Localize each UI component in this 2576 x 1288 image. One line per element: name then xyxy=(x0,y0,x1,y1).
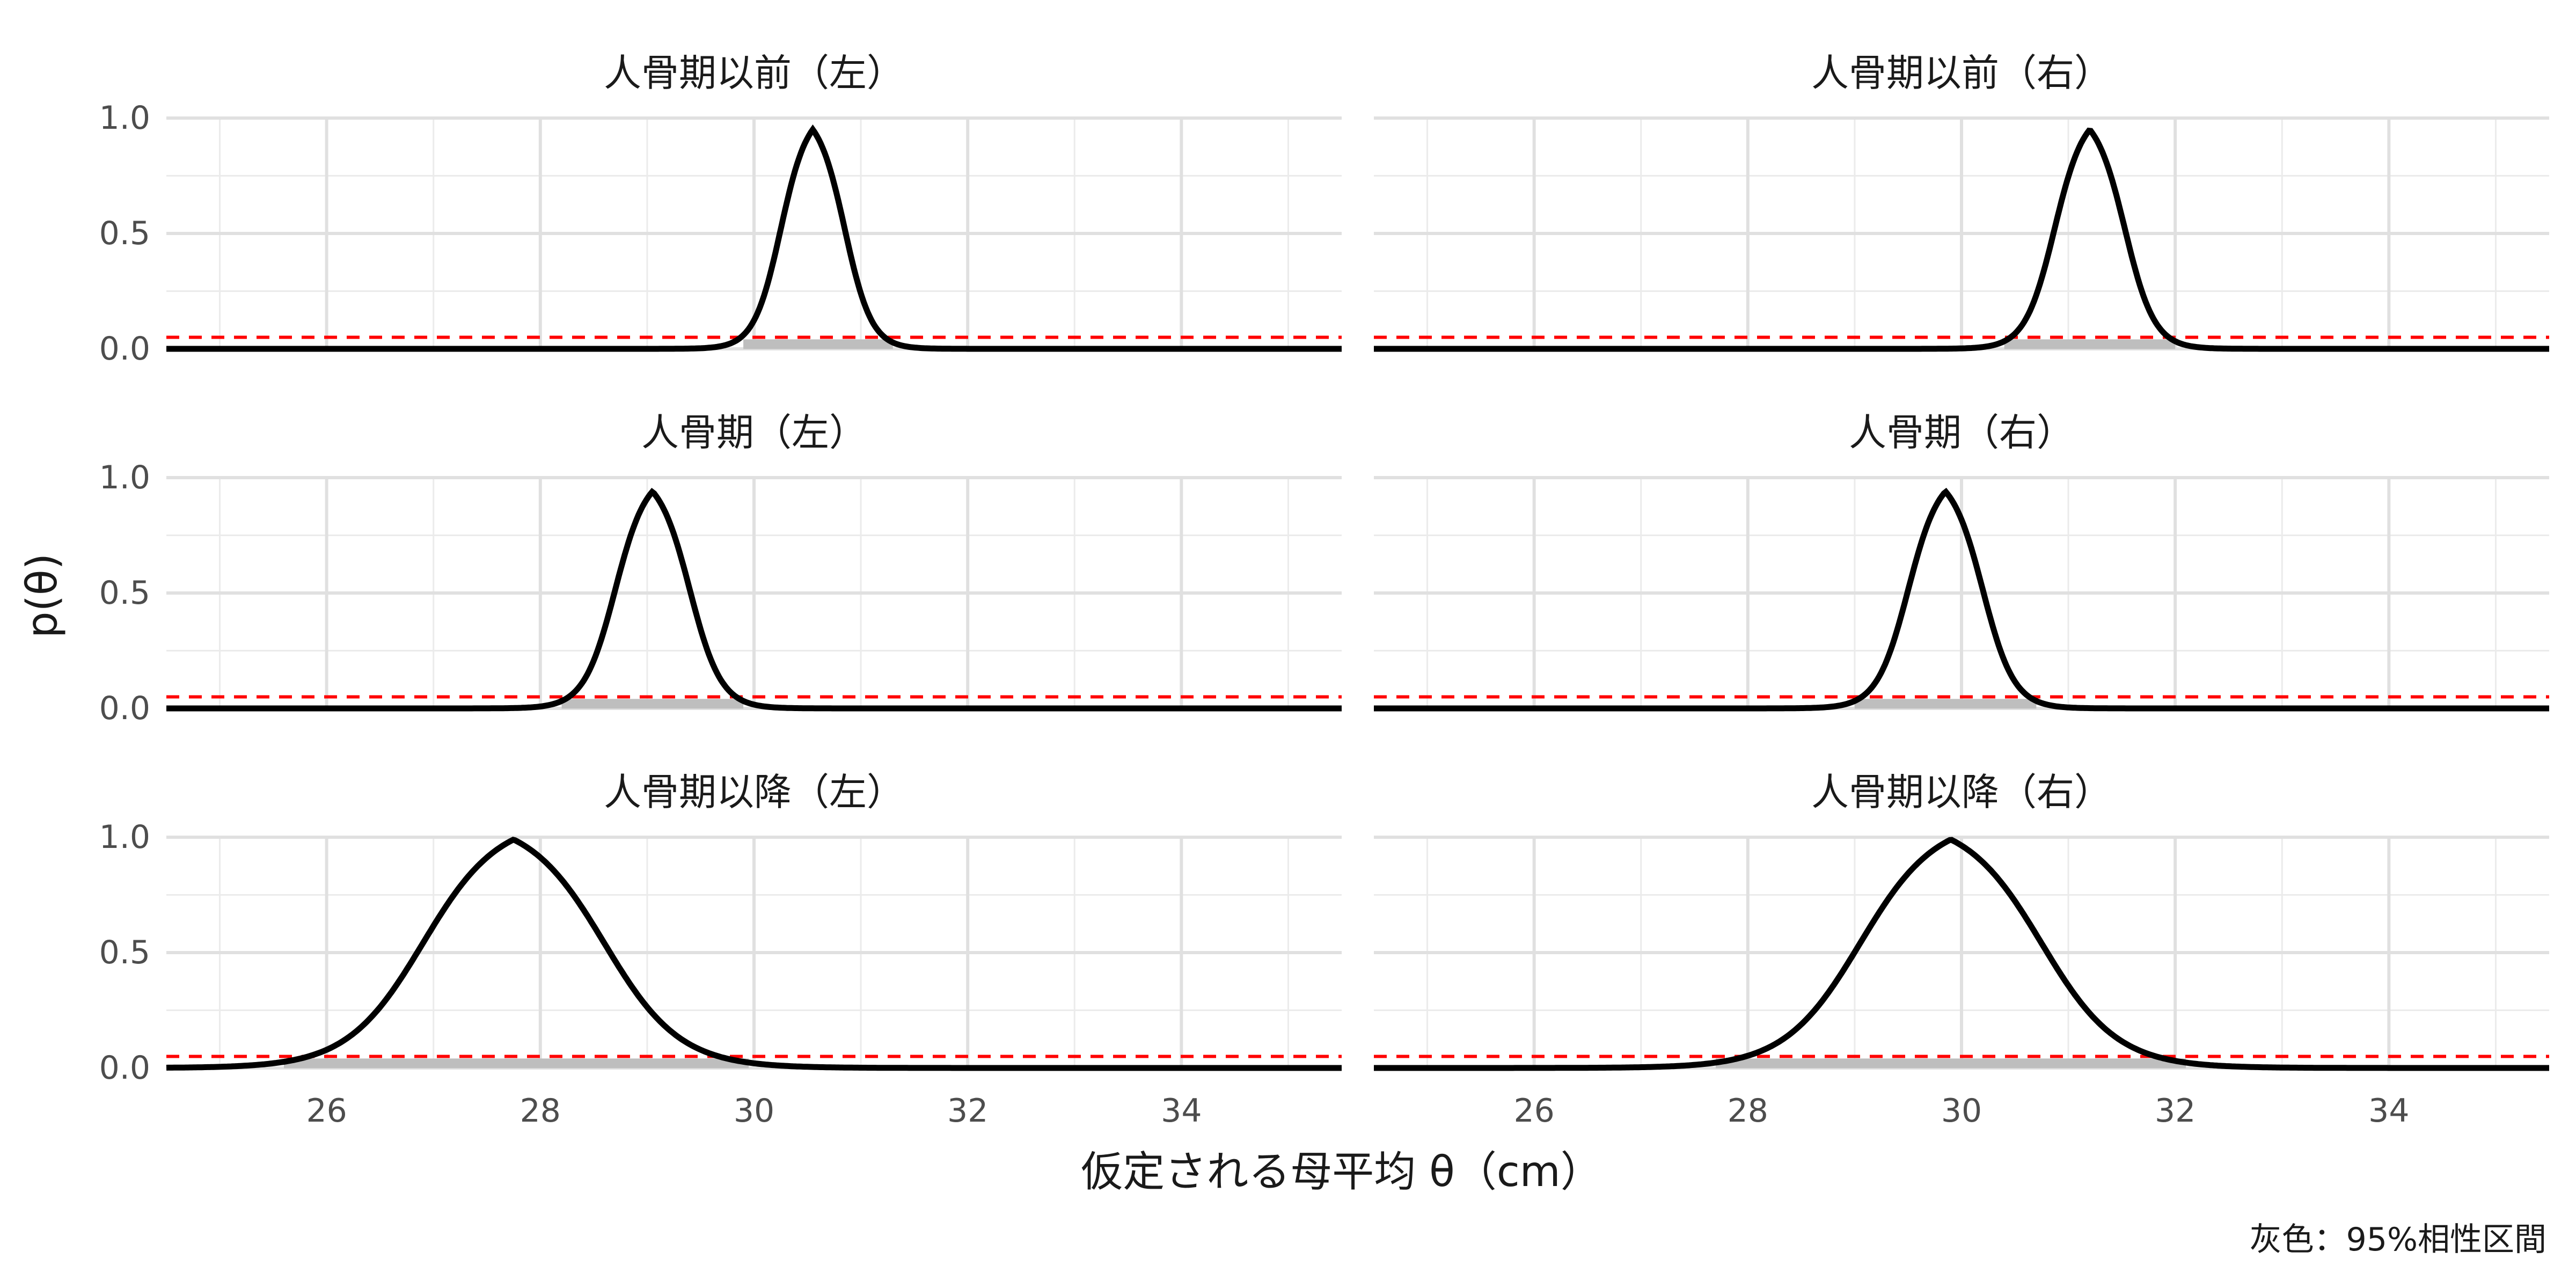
chart-caption: 灰色：95%相性区間 xyxy=(2250,1221,2546,1258)
x-tick-label: 30 xyxy=(734,1092,774,1130)
y-tick-label: 0.0 xyxy=(99,1049,150,1087)
facet-panel: 人骨期（左） 0.0 0.5 1.0 xyxy=(99,411,1342,727)
panel-title: 人骨期以前（右） xyxy=(1811,51,2112,95)
x-tick-label: 34 xyxy=(2368,1092,2409,1130)
x-axis-title: 仮定される母平均 θ（cm） xyxy=(1081,1148,1602,1196)
y-tick-label: 0.0 xyxy=(99,330,150,368)
y-tick-label: 0.0 xyxy=(99,690,150,727)
x-tick-label: 26 xyxy=(1513,1092,1554,1130)
y-tick-label: 1.0 xyxy=(99,459,150,496)
x-tick-label: 34 xyxy=(1161,1092,1202,1130)
x-tick-label: 28 xyxy=(1728,1092,1768,1130)
p-value-curve xyxy=(166,488,1342,712)
chart-panels: 人骨期以前（左） 0.0 0.5 1.0 人骨期以前（右） 人骨期（左） 0.0 0.5 1.0… xyxy=(99,51,2549,1130)
panel-title: 人骨期（右） xyxy=(1849,411,2074,455)
x-tick-label: 26 xyxy=(306,1092,347,1130)
y-tick-label: 0.5 xyxy=(99,574,150,612)
p-value-curve xyxy=(1374,127,2549,352)
x-tick-label: 28 xyxy=(520,1092,561,1130)
p-value-curve xyxy=(166,124,1342,352)
panel-title: 人骨期（左） xyxy=(641,411,867,455)
x-tick-label: 30 xyxy=(1941,1092,1982,1130)
y-tick-label: 0.5 xyxy=(99,934,150,971)
x-tick-label: 32 xyxy=(2155,1092,2196,1130)
p-value-curve xyxy=(1374,487,2549,712)
y-axis-title: p(θ) xyxy=(18,553,67,638)
panel-title: 人骨期以前（左） xyxy=(604,51,904,95)
panel-title: 人骨期以降（左） xyxy=(604,770,904,814)
facet-panel: 人骨期以前（左） 0.0 0.5 1.0 xyxy=(99,51,1342,368)
x-tick-label: 32 xyxy=(947,1092,988,1130)
panel-title: 人骨期以降（右） xyxy=(1811,770,2112,814)
p-value-curve xyxy=(166,836,1342,1071)
facet-panel: 人骨期以降（左） 0.0 0.5 1.0 26 28 30 32 34 xyxy=(99,770,1342,1130)
facet-panel: 人骨期（右） xyxy=(1374,411,2549,712)
p-value-curve xyxy=(1374,837,2549,1071)
facet-panel: 人骨期以降（右） 26 28 30 32 34 xyxy=(1374,770,2549,1130)
y-tick-label: 0.5 xyxy=(99,215,150,252)
y-tick-label: 1.0 xyxy=(99,818,150,856)
facet-panel: 人骨期以前（右） xyxy=(1374,51,2549,352)
y-tick-label: 1.0 xyxy=(99,99,150,137)
